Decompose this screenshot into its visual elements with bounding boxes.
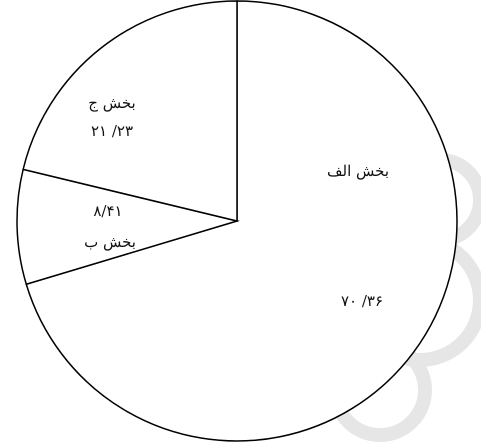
pie-slice [25,0,458,442]
value-label: ۸/۴۱ [93,202,122,220]
slice-label: بخش الف [327,162,389,180]
pie-slice [22,0,238,222]
slice-label: بخش ب [84,233,136,251]
slice-label: بخش ج [88,94,135,112]
value-label: ۷۰ /۳۶ [341,292,383,310]
value-label: ۲۱ /۲۳ [91,122,133,140]
pie-slice [16,168,240,286]
